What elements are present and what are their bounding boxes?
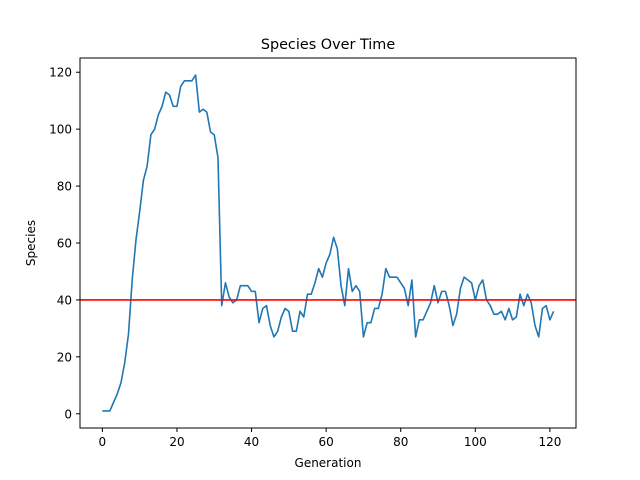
x-axis-label: Generation <box>295 456 362 470</box>
y-axis: 0 20 40 60 80 100 120 <box>49 66 80 421</box>
y-tick-label: 60 <box>57 237 72 251</box>
series-line-0 <box>102 74 555 412</box>
x-tick-label: 60 <box>318 435 333 449</box>
x-tick-label: 80 <box>393 435 408 449</box>
y-tick-label: 100 <box>49 123 72 137</box>
x-tick-label: 100 <box>464 435 487 449</box>
x-tick-label: 0 <box>99 435 107 449</box>
y-tick-label: 80 <box>57 180 72 194</box>
y-axis-label: Species <box>24 220 38 266</box>
y-tick-label: 20 <box>57 350 72 364</box>
y-tick-label: 120 <box>49 66 72 80</box>
x-axis: 0 20 40 60 80 100 120 <box>99 428 561 449</box>
x-tick-label: 120 <box>538 435 561 449</box>
y-tick-label: 0 <box>64 407 72 421</box>
x-tick-label: 20 <box>169 435 184 449</box>
x-tick-label: 40 <box>244 435 259 449</box>
chart-title: Species Over Time <box>261 37 396 53</box>
y-tick-label: 40 <box>57 293 72 307</box>
plot-area <box>80 74 576 412</box>
